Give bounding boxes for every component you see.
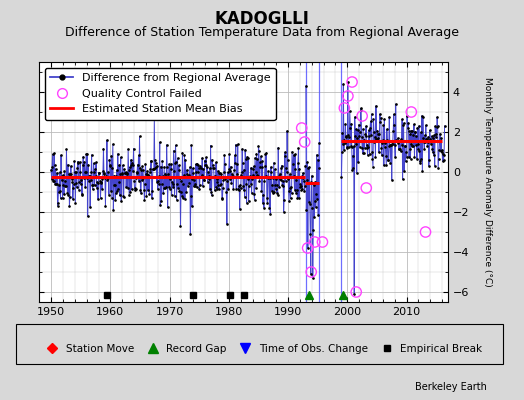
Text: KADOGLLI: KADOGLLI xyxy=(214,10,310,28)
Point xyxy=(362,185,370,191)
Point xyxy=(421,229,430,235)
Point xyxy=(340,105,348,111)
Point xyxy=(307,269,315,275)
Point xyxy=(352,289,361,295)
Point xyxy=(303,245,312,251)
Point xyxy=(348,79,356,85)
Point xyxy=(358,113,366,119)
Text: Berkeley Earth: Berkeley Earth xyxy=(416,382,487,392)
Point xyxy=(344,93,352,99)
Y-axis label: Monthly Temperature Anomaly Difference (°C): Monthly Temperature Anomaly Difference (… xyxy=(483,77,492,287)
Legend: Station Move, Record Gap, Time of Obs. Change, Empirical Break: Station Move, Record Gap, Time of Obs. C… xyxy=(39,340,485,357)
Point xyxy=(300,139,309,145)
Point xyxy=(407,109,416,115)
Point xyxy=(311,239,319,245)
Legend: Difference from Regional Average, Quality Control Failed, Estimated Station Mean: Difference from Regional Average, Qualit… xyxy=(45,68,276,120)
Point xyxy=(298,125,306,131)
Text: Difference of Station Temperature Data from Regional Average: Difference of Station Temperature Data f… xyxy=(65,26,459,39)
Point xyxy=(318,239,326,245)
